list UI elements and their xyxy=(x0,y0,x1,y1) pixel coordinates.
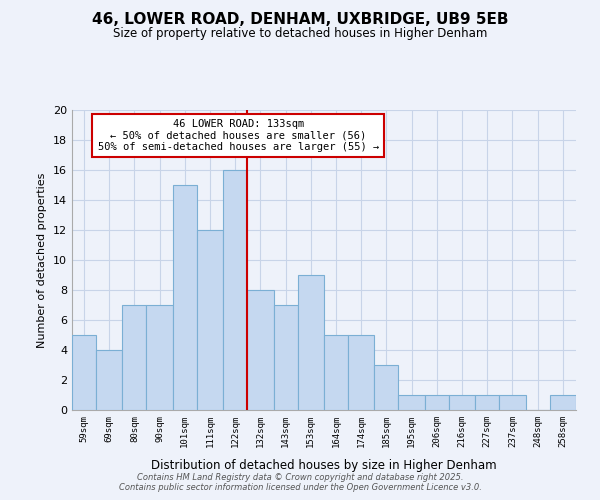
Bar xyxy=(146,305,173,410)
Bar xyxy=(425,395,449,410)
Bar xyxy=(475,395,499,410)
Bar xyxy=(449,395,475,410)
Text: Size of property relative to detached houses in Higher Denham: Size of property relative to detached ho… xyxy=(113,28,487,40)
Bar xyxy=(197,230,223,410)
Text: Distribution of detached houses by size in Higher Denham: Distribution of detached houses by size … xyxy=(151,460,497,472)
Text: 46 LOWER ROAD: 133sqm
← 50% of detached houses are smaller (56)
50% of semi-deta: 46 LOWER ROAD: 133sqm ← 50% of detached … xyxy=(98,119,379,152)
Bar xyxy=(499,395,526,410)
Bar xyxy=(348,335,374,410)
Bar xyxy=(122,305,146,410)
Bar xyxy=(550,395,576,410)
Bar xyxy=(96,350,122,410)
Text: Contains HM Land Registry data © Crown copyright and database right 2025.
Contai: Contains HM Land Registry data © Crown c… xyxy=(119,473,481,492)
Bar xyxy=(298,275,324,410)
Bar xyxy=(374,365,398,410)
Text: 46, LOWER ROAD, DENHAM, UXBRIDGE, UB9 5EB: 46, LOWER ROAD, DENHAM, UXBRIDGE, UB9 5E… xyxy=(92,12,508,28)
Bar xyxy=(274,305,298,410)
Bar xyxy=(223,170,247,410)
Bar xyxy=(324,335,348,410)
Bar xyxy=(72,335,96,410)
Bar xyxy=(398,395,425,410)
Y-axis label: Number of detached properties: Number of detached properties xyxy=(37,172,47,348)
Bar xyxy=(247,290,274,410)
Bar xyxy=(173,185,197,410)
